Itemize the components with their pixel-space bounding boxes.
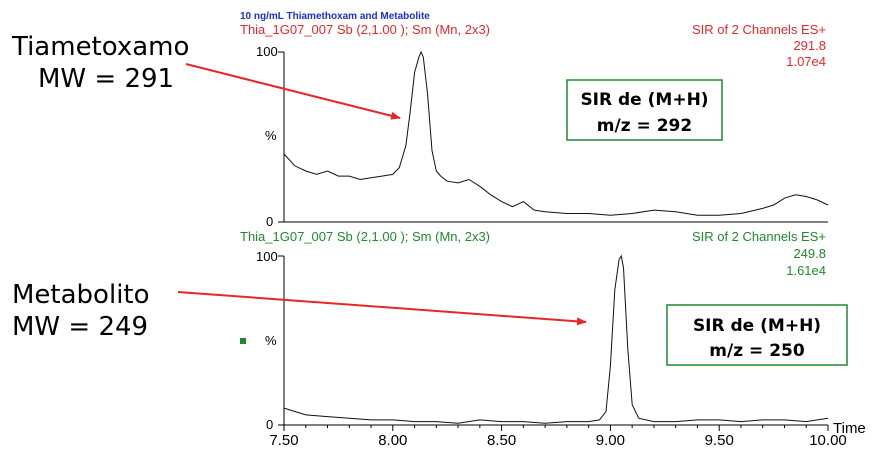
top-sir-box-line2: m/z = 292	[597, 116, 692, 136]
bottom-panel-intensity: 1.61e4	[786, 263, 826, 278]
top-compound-mw: MW = 291	[38, 64, 174, 94]
top-compound-name: Tiametoxamo	[11, 32, 189, 62]
bottom-x-ticks: 7.50 8.00 8.50 9.00 9.50 10.00	[269, 425, 847, 449]
bottom-ytick-0: 0	[266, 417, 273, 432]
bottom-trace	[283, 254, 829, 424]
bottom-compound-name: Metabolito	[12, 280, 150, 310]
bottom-pointer-arrow	[177, 291, 587, 326]
top-compound-annotation: Tiametoxamo MW = 291	[11, 32, 401, 120]
top-panel-mass: 291.8	[793, 38, 826, 53]
figure-title: 10 ng/mL Thiamethoxam and Metabolite	[240, 11, 430, 22]
top-ytick-0: 0	[266, 214, 273, 229]
top-sir-box-line1: SIR de (M+H)	[580, 90, 708, 110]
bottom-ylabel: %	[265, 333, 277, 348]
x-tick-label: 10.00	[809, 432, 847, 449]
top-ylabel: %	[265, 128, 277, 143]
bottom-panel-mass: 249.8	[793, 246, 826, 261]
bottom-compound-annotation: Metabolito MW = 249	[12, 280, 587, 342]
bottom-sir-box-frame	[666, 304, 848, 366]
bottom-ytick-100: 100	[256, 249, 278, 264]
bottom-panel: 100 0 % 7.50 8.00 8.50 9.00 9.50 10.00 Time	[240, 249, 866, 449]
x-tick-label: 8.50	[487, 432, 516, 449]
top-panel-channel-info: SIR of 2 Channels ES+	[692, 22, 826, 37]
top-ytick-100: 100	[256, 44, 278, 59]
x-tick-label: 9.00	[596, 432, 625, 449]
top-panel-run-label: Thia_1G07_007 Sb (2,1.00 ); Sm (Mn, 2x3)	[240, 22, 490, 37]
x-tick-label: 9.50	[705, 432, 734, 449]
x-tick-label: 8.00	[378, 432, 407, 449]
top-pointer-arrow	[185, 63, 401, 120]
bottom-sir-box-line2: m/z = 250	[709, 341, 805, 361]
bottom-compound-mw: MW = 249	[12, 312, 148, 342]
top-sir-box: SIR de (M+H) m/z = 292	[566, 79, 723, 141]
bottom-marker-square	[240, 338, 246, 344]
x-axis-label: Time	[833, 420, 866, 437]
top-trace	[283, 50, 829, 216]
bottom-sir-box: SIR de (M+H) m/z = 250	[666, 304, 848, 366]
bottom-sir-box-line1: SIR de (M+H)	[693, 316, 821, 336]
top-panel-intensity: 1.07e4	[786, 54, 826, 69]
bottom-panel-channel-info: SIR of 2 Channels ES+	[692, 229, 826, 244]
top-sir-box-frame	[566, 79, 723, 141]
x-tick-label: 7.50	[269, 432, 298, 449]
bottom-panel-run-label: Thia_1G07_007 Sb (2,1.00 ); Sm (Mn, 2x3)	[240, 229, 490, 244]
top-panel: 100 0 %	[256, 44, 829, 229]
